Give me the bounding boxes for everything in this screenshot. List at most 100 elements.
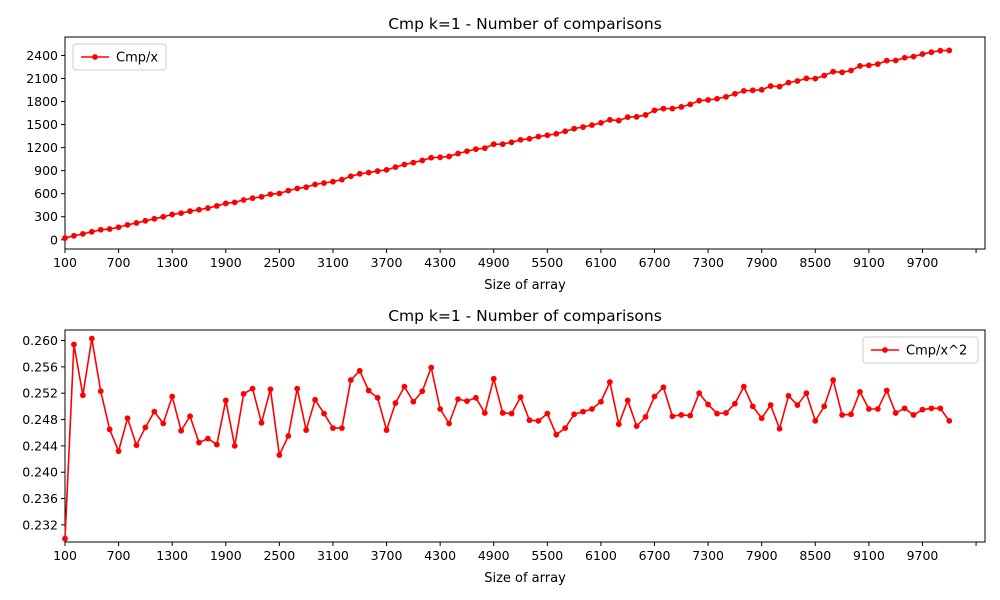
data-point [758,86,765,93]
data-point [848,67,854,74]
data-point [865,406,872,412]
data-point [839,69,845,76]
data-point [347,173,354,180]
data-point [919,406,926,413]
data-point [401,161,408,168]
data-point [124,415,131,422]
data-point [803,75,810,82]
data-point [526,417,533,424]
legend-label: Cmp/x^2 [906,344,967,359]
x-tick-label: 3100 [317,548,349,563]
x-tick-label: 6700 [639,255,671,270]
data-point [598,119,604,126]
data-point [419,388,426,395]
data-point [330,178,336,185]
data-point [258,193,265,200]
data-point [660,384,667,391]
data-point [651,107,658,114]
data-point [571,125,578,132]
data-point [464,148,470,155]
data-point [249,385,256,392]
data-point [365,387,372,394]
data-point [347,377,354,383]
data-point [455,150,461,157]
data-point [937,405,944,412]
chart-title: Cmp k=1 - Number of comparisons [388,307,662,325]
y-tick-label: 0.260 [22,333,58,348]
data-point [633,423,640,430]
x-tick-label: 9700 [907,255,939,270]
y-tick-label: 1500 [26,117,58,132]
y-tick-label: 1200 [26,140,58,155]
data-point [205,205,211,211]
data-point [374,168,381,174]
data-point [464,398,470,405]
data-point [88,335,95,342]
y-tick-label: 0.256 [22,359,58,374]
y-tick-label: 0.244 [22,438,58,453]
data-point [490,141,497,148]
data-point [642,414,649,420]
x-tick-label: 3100 [317,255,349,270]
x-tick-label: 7900 [746,548,778,563]
data-point [62,535,68,542]
data-point [714,410,720,417]
data-point [428,154,435,161]
data-point [365,169,372,176]
data-point [142,217,149,224]
data-point [383,427,390,433]
data-point [589,122,595,128]
data-point [222,397,229,404]
data-point [142,424,149,431]
y-tick-label: 2400 [26,48,58,63]
data-point [151,215,158,222]
x-tick-label: 9100 [853,548,885,563]
x-tick-label: 3700 [371,255,403,270]
data-point [196,439,202,446]
x-tick-label: 700 [107,255,131,270]
data-point [481,145,488,152]
data-point [437,406,444,412]
data-point [687,101,694,108]
data-point [374,394,381,401]
legend-label: Cmp/x [116,51,158,66]
x-tick-label: 3700 [371,548,403,563]
data-point [446,420,452,427]
data-point [499,410,506,416]
data-point [732,90,738,97]
y-tick-label: 0.232 [22,517,58,532]
data-point [928,405,935,412]
data-point [624,397,631,404]
x-tick-label: 6700 [639,548,671,563]
data-point [660,105,667,112]
data-point [160,420,167,427]
data-point [892,57,899,64]
data-point [830,377,837,383]
x-tick-label: 4300 [424,255,456,270]
data-point [615,421,622,428]
data-point [857,63,863,69]
data-point [678,104,685,110]
y-tick-label: 0 [50,232,58,247]
data-point [338,176,345,183]
data-point [937,47,944,54]
data-point [79,230,86,237]
data-point [267,191,274,198]
data-point [294,185,301,192]
x-tick-label: 2500 [263,255,295,270]
x-tick-label: 1900 [210,255,242,270]
data-point [705,401,712,408]
data-point [151,408,158,415]
data-point [97,226,104,233]
data-point [383,166,390,173]
y-tick-label: 0.252 [22,386,58,401]
data-point [437,154,444,161]
data-point [776,425,783,432]
data-point [97,388,104,395]
legend-box [862,336,979,364]
data-point [642,112,649,118]
data-point [678,412,685,418]
data-point [267,386,274,393]
data-point [249,195,256,202]
